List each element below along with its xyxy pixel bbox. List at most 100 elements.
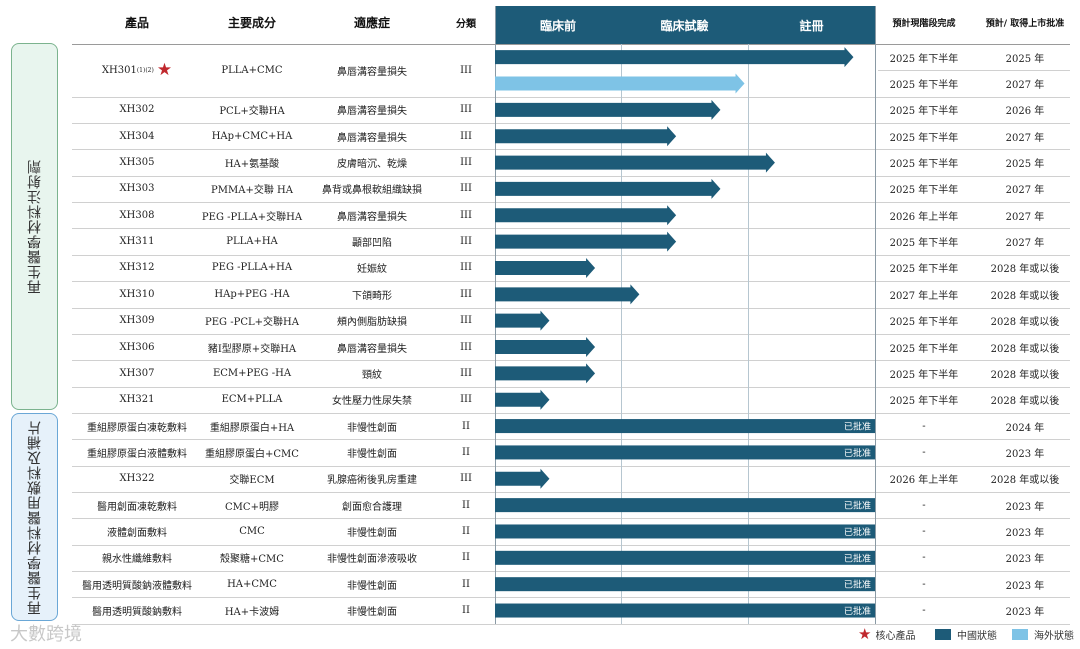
approval-cell: 2023 年 [1005,448,1045,460]
approval-cell: 2027 年 [1005,238,1045,250]
watermark: 大數跨境 [10,624,82,645]
approved-status-bar [495,603,876,618]
indication-cell: 下頜畸形 [352,290,392,302]
product-cell: 醫用透明質酸鈉敷料 [72,597,202,623]
product-cell: XH301 (1)(2) ★ [72,44,202,97]
product-cell: XH305 [72,149,202,175]
product-name: 親水性纖維敷料 [102,554,172,566]
row-divider [72,439,1070,441]
product-name: 液體創面敷料 [107,527,167,539]
approved-status-bar [495,577,876,592]
star-icon: ★ [858,625,872,643]
ingredient-cell: HA+氨基酸 [224,159,280,171]
approved-label: 已批准 [844,500,871,512]
product-name: XH308 [119,209,155,221]
class-cell: II [462,605,470,617]
approval-cell: 2027 年 [1005,185,1045,197]
product-name: 重組膠原蛋白凍乾敷料 [87,422,187,434]
product-cell: XH304 [72,123,202,149]
row-divider [72,96,1070,98]
indication-cell: 頰內側脂肪缺損 [337,317,407,329]
product-name: XH309 [119,315,155,327]
product-name: XH302 [119,104,155,116]
row-divider [72,597,1070,599]
approval-cell: 2028 年或以後 [990,475,1060,487]
completion-cell: 2025 年下半年 [889,159,959,171]
completion-cell: 2025 年下半年 [889,106,959,118]
ingredient-cell: ECM+PEG -HA [212,367,292,379]
completion-cell: 2025 年下半年 [889,185,959,197]
indication-cell: 非慢性創面 [347,580,397,592]
indication-cell: 皮膚暗沉、乾燥 [337,159,407,171]
china-status-bar [495,178,721,199]
product-name: XH301 [101,64,137,76]
ingredient-cell: PMMA+交聯 HA [211,185,293,197]
legend-china-swatch [935,628,951,640]
header-expected-completion: 預計現階段完成 [892,18,956,29]
approved-label: 已批准 [844,447,871,459]
legend-core-label: 核心產品 [875,630,916,642]
ingredient-cell: HAp+CMC+HA [211,130,293,142]
completion-cell: 2026 年上半年 [889,211,959,223]
approval-cell: 2023 年 [1005,580,1045,592]
approval-cell: 2027 年 [1005,211,1045,223]
injectables-group-label: 再生醫學材料注射劑 [11,43,58,410]
header-product: 產品 [124,15,149,30]
class-cell: II [462,420,470,432]
indication-cell: 非慢性創面 [347,607,397,619]
ingredient-cell: HAp+PEG -HA [214,288,290,300]
legend-overseas-label: 海外狀態 [1034,630,1074,642]
header-divider [72,44,1070,45]
completion-cell: 2027 年上半年 [889,290,959,302]
approval-cell: 2027 年 [1005,80,1045,92]
phase-registration: 註冊 [799,18,824,33]
china-status-bar [495,99,721,120]
ingredient-cell: PLLA+HA [226,236,278,248]
product-name: XH307 [119,367,155,379]
completion-cell: 2025 年下半年 [889,317,959,329]
approved-label: 已批准 [844,421,871,433]
china-status-bar [495,284,640,305]
row-divider [72,465,1070,467]
ingredient-cell: PEG -PCL+交聯HA [205,317,299,329]
stage-divider [621,44,622,624]
row-divider [72,623,1070,625]
china-status-bar [495,47,854,68]
ingredient-cell: CMC+明膠 [225,501,279,513]
completion-cell: - [922,578,926,590]
product-name: XH305 [119,157,155,169]
header-ingredient: 主要成分 [227,15,276,30]
row-divider [72,571,1070,572]
ingredient-cell: 重組膠原蛋白+HA [209,422,295,434]
indication-cell: 非慢性創面滲液吸收 [327,554,417,566]
approved-status-bar [495,524,876,539]
class-cell: III [460,64,472,76]
indication-cell: 女性壓力性尿失禁 [332,396,412,408]
china-status-bar [495,257,596,278]
ingredient-cell: 重組膠原蛋白+CMC [205,448,299,460]
indication-cell: 頸紋 [362,369,382,381]
approved-status-bar [495,445,876,460]
completion-cell: 2025 年下半年 [889,132,959,144]
product-name: XH312 [119,262,155,274]
header-expected-approval: 預計/ 取得上市批准 [985,18,1065,29]
approved-label: 已批准 [844,605,871,617]
class-cell: III [460,183,472,195]
indication-cell: 鼻唇溝容量損失 [337,106,407,118]
approved-status-bar [495,550,876,565]
class-cell: II [462,446,470,458]
class-cell: III [460,473,472,485]
product-name: XH321 [119,394,155,406]
product-name: XH310 [119,288,155,300]
overseas-status-bar [495,73,745,94]
approval-cell: 2028 年或以後 [990,317,1060,329]
indication-cell: 鼻唇溝容量損失 [337,66,407,78]
completion-cell: 2025 年下半年 [889,53,959,65]
product-cell: XH311 [72,228,202,254]
approval-cell: 2023 年 [1005,527,1045,539]
ingredient-cell: HA+卡波姆 [224,607,280,619]
phase-preclinical: 臨床前 [539,18,576,33]
completion-cell: - [922,525,926,537]
approval-cell: 2024 年 [1005,422,1045,434]
row-divider [72,228,1070,230]
